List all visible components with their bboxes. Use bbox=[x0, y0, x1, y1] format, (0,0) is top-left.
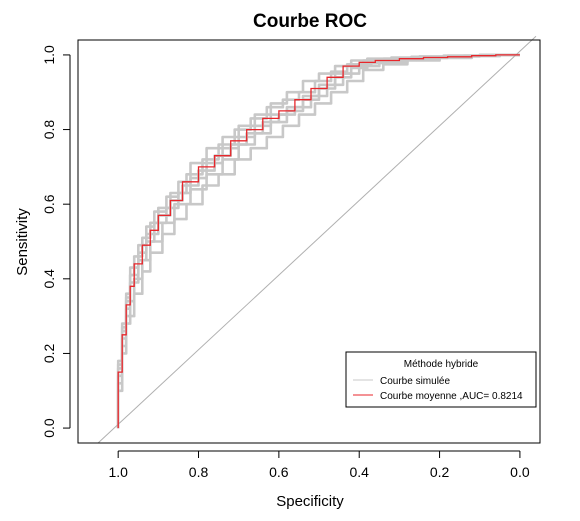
legend-title: Méthode hybride bbox=[404, 359, 479, 370]
x-axis: 1.0 0.8 0.6 0.4 0.2 0.0 bbox=[108, 450, 530, 480]
y-tick-label: 0.2 bbox=[41, 344, 57, 364]
x-tick-label: 0.2 bbox=[430, 464, 450, 480]
x-tick-label: 0.8 bbox=[189, 464, 209, 480]
chart-title: Courbe ROC bbox=[253, 11, 367, 32]
simulated-curve-4 bbox=[116, 53, 520, 429]
mean-curve-layer bbox=[117, 54, 520, 429]
x-tick-label: 1.0 bbox=[108, 464, 128, 480]
y-tick-label: 1.0 bbox=[41, 45, 57, 65]
y-tick-label: 0.0 bbox=[41, 418, 57, 438]
legend-label-simulated: Courbe simulée bbox=[380, 376, 450, 387]
legend-box bbox=[345, 351, 537, 408]
legend-label-mean: Courbe moyenne ,AUC= 0.8214 bbox=[380, 391, 523, 402]
legend: Méthode hybride Courbe simulée Courbe mo… bbox=[345, 351, 537, 408]
x-axis-label: Specificity bbox=[276, 493, 344, 510]
mean-curve bbox=[117, 54, 520, 429]
x-tick-label: 0.4 bbox=[349, 464, 369, 480]
reference-diagonal bbox=[97, 35, 537, 444]
y-tick-label: 0.6 bbox=[41, 194, 57, 214]
simulated-curve-6 bbox=[116, 53, 520, 429]
x-tick-label: 0.6 bbox=[269, 464, 289, 480]
y-tick-label: 0.4 bbox=[41, 269, 57, 289]
x-tick-label: 0.0 bbox=[510, 464, 530, 480]
simulated-curve-2 bbox=[116, 53, 520, 429]
plot-area-frame bbox=[77, 39, 541, 444]
y-tick-label: 0.8 bbox=[41, 120, 57, 140]
y-axis: 0.0 0.2 0.4 0.6 0.8 1.0 bbox=[41, 45, 71, 438]
y-axis-label: Sensitivity bbox=[14, 208, 31, 276]
